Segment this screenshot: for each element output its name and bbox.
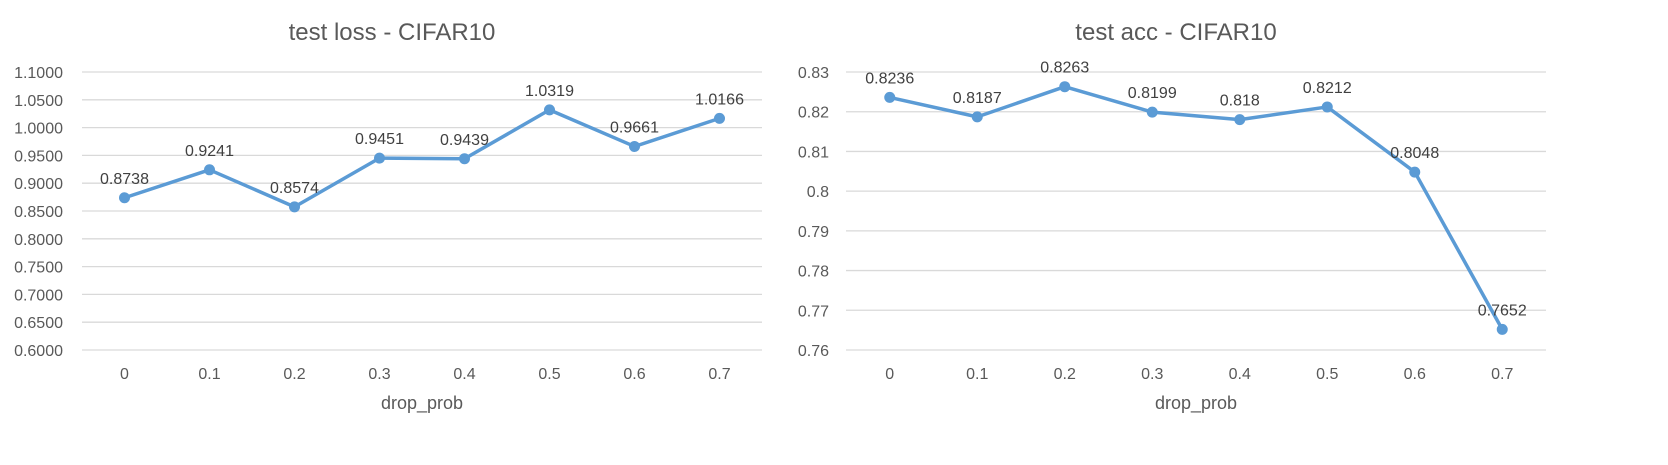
data-point bbox=[204, 164, 215, 176]
chart-test-acc: test acc - CIFAR10 0.76 0.77 0.78 0.79 0.8 0.8… bbox=[798, 19, 1546, 414]
x-axis-label: drop_prob bbox=[1155, 393, 1237, 414]
x-tick-label: 0.2 bbox=[283, 366, 305, 383]
data-point bbox=[374, 152, 385, 164]
data-point bbox=[1321, 101, 1333, 113]
data-label: 1.0166 bbox=[695, 91, 744, 108]
data-label: 0.9451 bbox=[355, 131, 404, 148]
x-tick-label: 0 bbox=[885, 366, 894, 383]
x-tick-label: 0.5 bbox=[1316, 366, 1338, 383]
data-point bbox=[629, 140, 640, 152]
y-tick-label: 0.81 bbox=[798, 144, 829, 161]
series-line bbox=[123, 108, 721, 209]
x-tick-label: 0.2 bbox=[1054, 366, 1076, 383]
x-tick-label: 0.3 bbox=[368, 366, 390, 383]
x-tick-label: 0.4 bbox=[453, 366, 475, 383]
data-label: 0.8199 bbox=[1128, 85, 1177, 102]
series-line bbox=[889, 84, 1504, 331]
data-point bbox=[289, 201, 300, 213]
data-point bbox=[1409, 166, 1421, 178]
y-tick-label: 0.7000 bbox=[14, 287, 63, 304]
y-tick-label: 0.83 bbox=[798, 65, 829, 82]
data-label: 0.8048 bbox=[1390, 145, 1439, 162]
data-label: 0.8187 bbox=[953, 90, 1002, 107]
x-tick-label: 0.7 bbox=[708, 366, 730, 383]
data-label: 0.9241 bbox=[185, 143, 234, 160]
y-tick-label: 0.8 bbox=[807, 184, 829, 201]
data-label: 0.8236 bbox=[865, 70, 914, 87]
data-label: 0.8574 bbox=[270, 180, 319, 197]
data-label: 0.9439 bbox=[440, 132, 489, 149]
x-tick-label: 0.1 bbox=[198, 366, 220, 383]
y-tick-label: 0.6500 bbox=[14, 315, 63, 332]
x-tick-label: 0.6 bbox=[623, 366, 645, 383]
data-label: 0.8738 bbox=[100, 171, 149, 188]
chart-test-loss: test loss - CIFAR10 0.6000 0.6500 0.7000 0.7… bbox=[14, 19, 762, 414]
y-tick-label: 1.0500 bbox=[14, 93, 63, 110]
y-tick-label: 0.9000 bbox=[14, 176, 63, 193]
data-point bbox=[1146, 106, 1158, 118]
x-tick-label: 0 bbox=[120, 366, 129, 383]
data-point bbox=[119, 192, 130, 204]
y-tick-label: 1.0000 bbox=[14, 121, 63, 138]
x-tick-label: 0.5 bbox=[538, 366, 560, 383]
y-tick-label: 0.8000 bbox=[14, 232, 63, 249]
x-axis-label: drop_prob bbox=[381, 393, 463, 414]
data-label: 0.7652 bbox=[1478, 302, 1527, 319]
chart-title: test loss - CIFAR10 bbox=[289, 19, 496, 46]
y-tick-label: 0.77 bbox=[798, 303, 829, 320]
data-label: 1.0319 bbox=[525, 83, 574, 100]
data-point bbox=[1059, 81, 1071, 93]
y-tick-label: 0.78 bbox=[798, 264, 829, 281]
y-tick-label: 0.79 bbox=[798, 224, 829, 241]
data-point bbox=[971, 111, 983, 123]
data-point bbox=[1234, 114, 1246, 126]
data-point bbox=[884, 91, 896, 103]
x-tick-label: 0.6 bbox=[1404, 366, 1426, 383]
y-tick-label: 0.8500 bbox=[14, 204, 63, 221]
x-tick-label: 0.3 bbox=[1141, 366, 1163, 383]
data-label: 0.8212 bbox=[1303, 80, 1352, 97]
data-point bbox=[544, 104, 555, 116]
y-tick-label: 0.9500 bbox=[14, 148, 63, 165]
x-tick-label: 0.4 bbox=[1229, 366, 1251, 383]
data-label: 0.818 bbox=[1220, 93, 1260, 110]
x-tick-label: 0.1 bbox=[966, 366, 988, 383]
data-point bbox=[1496, 323, 1508, 335]
x-tick-label: 0.7 bbox=[1491, 366, 1513, 383]
y-tick-label: 0.76 bbox=[798, 343, 829, 360]
data-point bbox=[714, 112, 725, 124]
y-tick-label: 0.82 bbox=[798, 105, 829, 122]
data-label: 0.8263 bbox=[1040, 60, 1089, 77]
data-label: 0.9661 bbox=[610, 119, 659, 136]
y-tick-label: 0.6000 bbox=[14, 343, 63, 360]
chart-title: test acc - CIFAR10 bbox=[1075, 19, 1276, 46]
data-point bbox=[459, 153, 470, 165]
y-tick-label: 0.7500 bbox=[14, 260, 63, 277]
y-tick-label: 1.1000 bbox=[14, 65, 63, 82]
